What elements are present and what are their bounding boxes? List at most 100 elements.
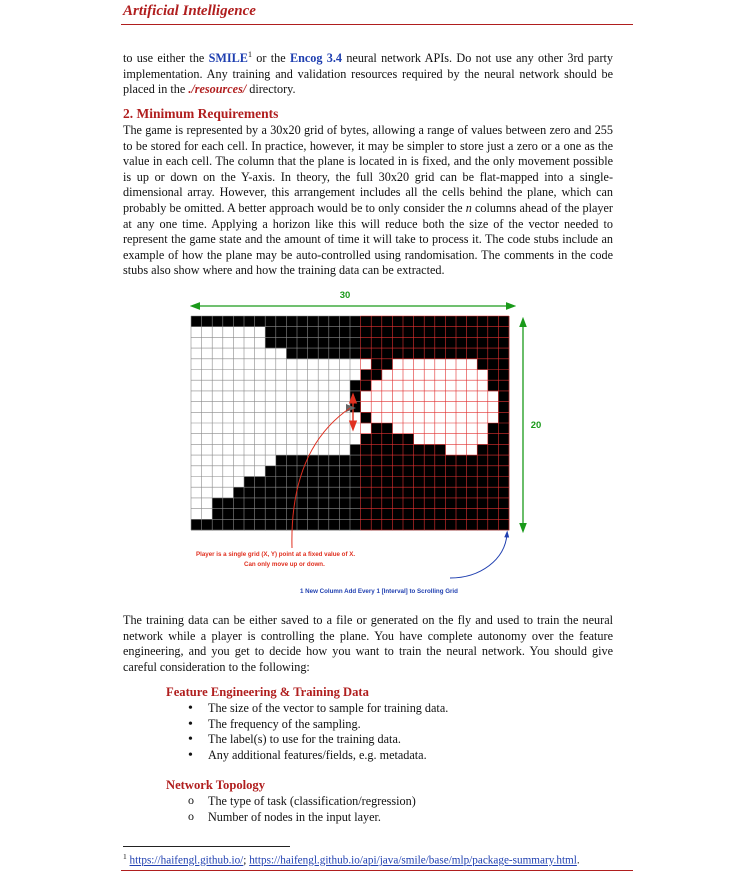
grid-cell-filled — [381, 508, 393, 520]
req-text-1: The game is represented by a 30x20 grid … — [123, 123, 613, 215]
req-text-2: columns ahead of the player at any one t… — [123, 200, 613, 278]
grid-cell-filled — [297, 508, 308, 520]
smile-link[interactable]: SMILE — [208, 51, 248, 66]
grid-cell-filled — [297, 476, 308, 488]
footnote-link-1[interactable]: https://haifengl.github.io/ — [129, 854, 244, 867]
footnote-ref[interactable]: 1 — [247, 50, 252, 59]
grid-cell-filled — [254, 487, 266, 499]
grid-cell-filled — [456, 465, 467, 477]
grid-cell-filled — [403, 508, 414, 520]
grid-cell-filled — [434, 444, 446, 456]
grid-cell-filled — [339, 465, 351, 477]
grid-cell-filled — [244, 519, 255, 531]
grid-cell-filled — [307, 455, 319, 467]
grid-cell-filled — [445, 465, 457, 477]
grid-cell-filled — [456, 497, 467, 509]
list-item: The size of the vector to sample for tra… — [186, 701, 448, 717]
grid-cell-filled — [434, 348, 446, 360]
grid-cell-filled — [254, 497, 266, 509]
grid-cell-filled — [275, 519, 287, 531]
grid-cell-filled — [392, 519, 404, 531]
grid-cell-filled — [498, 487, 510, 499]
footnote-rule — [123, 846, 290, 847]
grid-cell-filled — [466, 476, 478, 488]
grid-cell-filled — [307, 316, 319, 327]
grid-cell-filled — [392, 433, 404, 445]
section-heading: 2. Minimum Requirements — [123, 106, 279, 121]
grid-cell-filled — [360, 444, 372, 456]
grid-cell-filled — [487, 497, 499, 509]
grid-cell-filled — [498, 337, 510, 349]
height-label: 20 — [531, 420, 542, 431]
grid-cell-filled — [445, 348, 457, 360]
list-item: The type of task (classification/regress… — [186, 793, 416, 810]
grid-cell-filled — [371, 433, 383, 445]
grid-cell-filled — [360, 476, 372, 488]
grid-cell-filled — [445, 508, 457, 520]
grid-cell-filled — [222, 519, 234, 531]
grid-cell-filled — [498, 390, 510, 402]
grid-cell-filled — [244, 508, 255, 520]
grid-cell-filled — [286, 455, 298, 467]
encog-link[interactable]: Encog 3.4 — [289, 51, 342, 66]
grid-cell-filled — [392, 455, 404, 467]
grid-cell-filled — [434, 337, 446, 349]
grid-cell-filled — [403, 337, 414, 349]
grid-cell-filled — [233, 519, 245, 531]
scroll-note: 1 New Column Add Every 1 [Interval] to S… — [300, 588, 458, 595]
grid-cell-filled — [392, 497, 404, 509]
grid-cell-filled — [275, 326, 287, 338]
grid-cell-filled — [381, 455, 393, 467]
grid-cell-filled — [434, 316, 446, 327]
grid-cell-filled — [392, 465, 404, 477]
grid-cell-filled — [498, 455, 510, 467]
grid-cell-filled — [318, 508, 330, 520]
list-item: The frequency of the sampling. — [186, 717, 448, 733]
running-header-title: Artificial Intelligence — [123, 3, 256, 19]
grid-cell-filled — [350, 380, 361, 392]
grid-cell-filled — [350, 519, 361, 531]
grid-cell-filled — [350, 348, 361, 360]
grid-cell-filled — [275, 497, 287, 509]
grid-cell-filled — [466, 465, 478, 477]
grid-cell-filled — [371, 423, 383, 434]
footnote-link-2[interactable]: https://haifengl.github.io/api/java/smil… — [249, 854, 577, 867]
grid-cell-filled — [434, 455, 446, 467]
grid-cell-filled — [424, 508, 436, 520]
footnote-end: . — [576, 854, 580, 867]
grid-cell-filled — [254, 316, 266, 327]
grid-cell-filled — [360, 337, 372, 349]
list-item: Any additional features/fields, e.g. met… — [186, 748, 448, 764]
grid-cell-filled — [466, 337, 478, 349]
grid-cell-filled — [350, 337, 361, 349]
grid-cell-filled — [413, 508, 425, 520]
grid-cell-filled — [413, 316, 425, 327]
grid-cell-filled — [381, 519, 393, 531]
grid-cell-filled — [487, 380, 499, 392]
grid-cell-filled — [487, 487, 499, 499]
grid-cell-filled — [360, 412, 372, 424]
grid-cell-filled — [318, 326, 330, 338]
grid-cell-filled — [360, 316, 372, 327]
grid-cell-filled — [456, 487, 467, 499]
grid-cell-filled — [191, 316, 202, 327]
grid-cell-filled — [403, 455, 414, 467]
grid-cell-filled — [424, 316, 436, 327]
grid-cell-filled — [403, 348, 414, 360]
grid-cell-filled — [456, 508, 467, 520]
grid-cell-filled — [371, 326, 383, 338]
intro-text-1: to use either the — [123, 51, 209, 66]
grid-cell-filled — [498, 326, 510, 338]
grid-cell-filled — [371, 444, 383, 456]
intro-text-3: neural network APIs. Do not use any othe… — [123, 51, 613, 97]
grid-cell-filled — [477, 455, 489, 467]
grid-cell-filled — [477, 476, 489, 488]
grid-cell-filled — [392, 487, 404, 499]
grid-cell-filled — [392, 326, 404, 338]
grid-cell-filled — [297, 337, 308, 349]
grid-cell-filled — [487, 433, 499, 445]
grid-cell-filled — [445, 487, 457, 499]
grid-cell-filled — [498, 433, 510, 445]
player-note-line1: Player is a single grid (X, Y) point at … — [196, 551, 355, 558]
grid-cell-filled — [487, 348, 499, 360]
